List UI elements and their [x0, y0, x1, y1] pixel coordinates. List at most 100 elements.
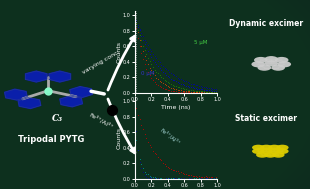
- Point: [165, 165, 170, 168]
- Point: [195, 175, 200, 178]
- Point: [182, 91, 187, 94]
- Point: [169, 72, 174, 75]
- Point: [149, 50, 154, 53]
- Point: [179, 77, 184, 81]
- Point: [167, 76, 172, 79]
- Point: [179, 90, 184, 93]
- Point: [205, 177, 210, 180]
- Y-axis label: Counts: Counts: [117, 41, 122, 63]
- Point: [213, 91, 218, 94]
- Point: [146, 176, 151, 179]
- Point: [141, 167, 146, 170]
- Point: [136, 28, 141, 31]
- Point: [200, 88, 205, 91]
- Point: [154, 57, 159, 60]
- Point: [202, 91, 206, 94]
- Ellipse shape: [264, 56, 278, 62]
- Point: [202, 177, 206, 180]
- Point: [182, 79, 187, 82]
- Point: [170, 78, 175, 81]
- Point: [208, 87, 213, 90]
- Point: [206, 175, 211, 178]
- Point: [187, 85, 192, 88]
- Point: [170, 83, 175, 86]
- Point: [197, 91, 202, 94]
- Point: [179, 87, 184, 90]
- Point: [200, 90, 205, 93]
- Text: 0 μM: 0 μM: [141, 71, 155, 76]
- Point: [172, 79, 177, 82]
- Point: [157, 60, 162, 64]
- Point: [213, 88, 218, 91]
- Point: [177, 177, 182, 180]
- Point: [136, 30, 141, 33]
- Ellipse shape: [251, 61, 265, 67]
- Point: [162, 177, 167, 180]
- Point: [169, 86, 174, 89]
- Point: [136, 24, 141, 27]
- Polygon shape: [70, 87, 92, 98]
- Point: [152, 61, 157, 64]
- Point: [147, 143, 152, 146]
- Point: [192, 177, 197, 180]
- Point: [193, 91, 198, 94]
- Point: [137, 45, 142, 48]
- Point: [174, 177, 179, 180]
- Point: [160, 177, 165, 180]
- Point: [141, 128, 146, 131]
- Point: [195, 177, 200, 180]
- Point: [159, 177, 164, 180]
- Point: [141, 170, 146, 173]
- Point: [208, 91, 213, 94]
- Point: [139, 123, 144, 126]
- Point: [185, 85, 190, 88]
- Point: [154, 177, 159, 180]
- Point: [134, 107, 139, 110]
- Point: [144, 137, 149, 140]
- Point: [210, 87, 215, 90]
- Point: [192, 86, 197, 89]
- Point: [188, 90, 193, 93]
- Point: [137, 33, 142, 36]
- Point: [213, 177, 218, 180]
- Point: [197, 91, 202, 94]
- Point: [162, 177, 167, 180]
- Point: [159, 68, 164, 71]
- Point: [190, 177, 195, 180]
- Point: [203, 90, 208, 93]
- Point: [198, 91, 203, 94]
- Point: [205, 175, 210, 178]
- Point: [137, 160, 142, 163]
- Ellipse shape: [268, 148, 281, 154]
- Point: [184, 84, 188, 87]
- Ellipse shape: [264, 152, 277, 158]
- Point: [154, 62, 159, 65]
- X-axis label: Time (ns): Time (ns): [161, 105, 191, 110]
- Ellipse shape: [260, 145, 272, 150]
- Point: [162, 162, 167, 165]
- Point: [193, 89, 198, 92]
- Point: [205, 88, 210, 91]
- Point: [179, 177, 184, 180]
- Point: [188, 174, 193, 177]
- Point: [170, 89, 175, 92]
- Text: Static excimer: Static excimer: [235, 114, 297, 123]
- Point: [182, 89, 187, 92]
- Point: [205, 91, 210, 94]
- Point: [160, 161, 165, 164]
- Point: [141, 50, 146, 53]
- Point: [152, 177, 157, 180]
- Point: [164, 80, 169, 83]
- Point: [146, 71, 151, 74]
- Point: [210, 90, 215, 93]
- Point: [162, 87, 167, 90]
- Point: [160, 65, 165, 68]
- Point: [202, 175, 206, 178]
- Point: [198, 91, 203, 94]
- Point: [203, 86, 208, 89]
- Polygon shape: [60, 96, 82, 107]
- Ellipse shape: [44, 89, 52, 93]
- Point: [132, 13, 137, 16]
- Point: [157, 67, 162, 70]
- Point: [193, 83, 198, 86]
